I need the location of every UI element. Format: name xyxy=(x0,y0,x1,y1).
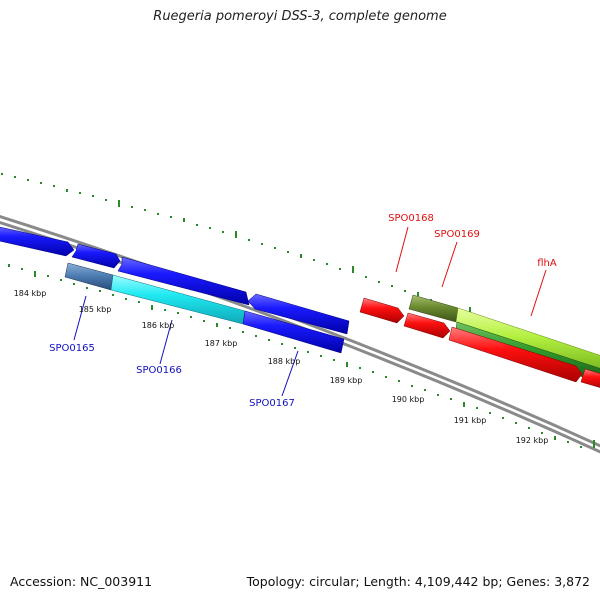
gene-arrow[interactable] xyxy=(403,312,451,339)
map-title: Ruegeria pomeroyi DSS-3, complete genome xyxy=(153,9,447,24)
gene-arrow[interactable] xyxy=(359,297,405,324)
scale-label: 184 kbp xyxy=(14,289,47,298)
gene-label-flha[interactable]: flhA xyxy=(537,258,557,269)
gene-arrow[interactable] xyxy=(448,326,583,383)
gene-label-spo0168[interactable]: SPO0168 xyxy=(388,213,434,224)
gene-label-spo0169[interactable]: SPO0169 xyxy=(434,229,480,240)
scale-label: 185 kbp xyxy=(79,305,112,314)
gene-arrow[interactable] xyxy=(71,243,121,269)
gene-arrow[interactable] xyxy=(0,226,75,257)
reverse-strand-track xyxy=(64,262,600,389)
scale-label: 192 kbp xyxy=(516,436,549,445)
gene-arrow[interactable] xyxy=(117,256,250,306)
forward-strand-track xyxy=(0,226,600,371)
gene-label-spo0167[interactable]: SPO0167 xyxy=(249,398,295,409)
inner-tick-ring xyxy=(8,264,595,448)
scale-label: 190 kbp xyxy=(392,395,425,404)
gene-labels: SPO0165 SPO0166 SPO0167 SPO0168 SPO0169 … xyxy=(49,213,557,409)
gene-arrow[interactable] xyxy=(64,262,114,291)
scale-label: 189 kbp xyxy=(330,376,363,385)
scale-label: 187 kbp xyxy=(205,339,238,348)
gene-arrow[interactable] xyxy=(242,310,345,354)
scale-label: 186 kbp xyxy=(142,321,175,330)
genome-summary-text: Topology: circular; Length: 4,109,442 bp… xyxy=(246,574,590,589)
gene-arrow[interactable] xyxy=(247,293,350,335)
gene-arrow[interactable] xyxy=(580,368,600,389)
accession-text: Accession: NC_003911 xyxy=(10,574,153,589)
scale-label: 188 kbp xyxy=(268,357,301,366)
scale-labels: 184 kbp 185 kbp 186 kbp 187 kbp 188 kbp … xyxy=(14,289,549,445)
label-leaders xyxy=(73,226,547,397)
gene-label-spo0165[interactable]: SPO0165 xyxy=(49,343,95,354)
gene-label-spo0166[interactable]: SPO0166 xyxy=(136,365,182,376)
gene-arrow[interactable] xyxy=(455,307,600,371)
scale-label: 191 kbp xyxy=(454,416,487,425)
